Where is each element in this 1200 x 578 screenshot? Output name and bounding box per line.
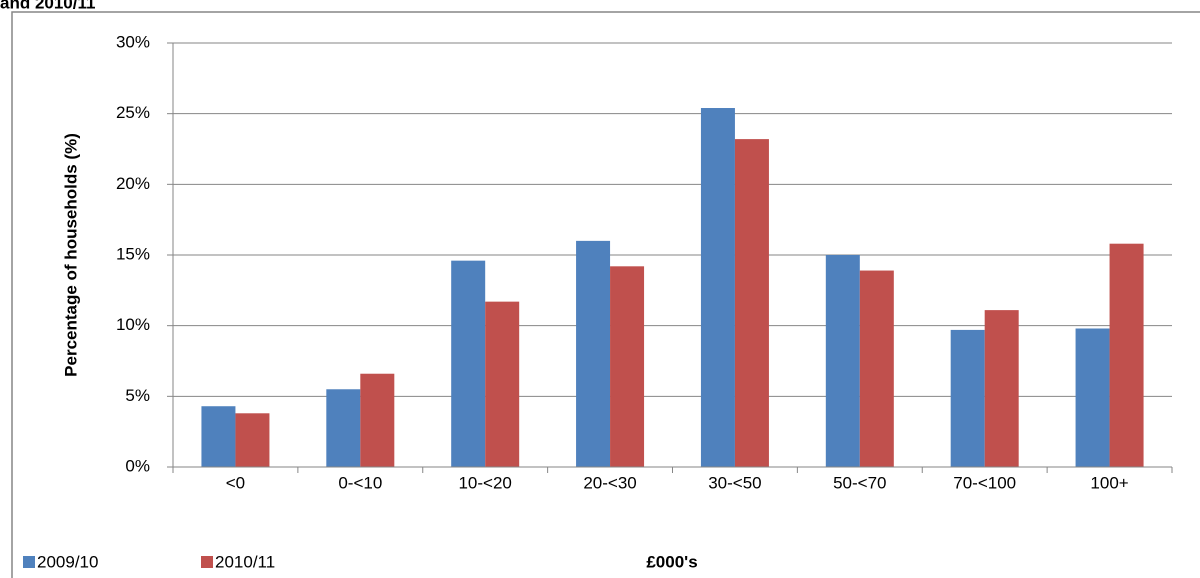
x-tick-label: 100+ xyxy=(1090,473,1128,492)
x-tick-label: 0-<10 xyxy=(338,473,382,492)
y-tick-label: 5% xyxy=(125,386,150,405)
x-axis-label: £000's xyxy=(646,552,697,571)
y-tick-label: 20% xyxy=(116,174,150,193)
x-tick-label: 10-<20 xyxy=(458,473,511,492)
bar xyxy=(360,373,395,467)
bar xyxy=(700,108,735,467)
chart-frame xyxy=(11,11,1200,578)
bar xyxy=(235,413,270,467)
legend-label: 2010/11 xyxy=(215,552,275,571)
bar xyxy=(1075,328,1110,467)
bar xyxy=(950,329,985,467)
bar xyxy=(859,270,894,467)
legend-swatch xyxy=(201,556,213,568)
legend-swatch xyxy=(23,556,35,568)
y-tick-label: 0% xyxy=(125,456,150,475)
bar xyxy=(734,139,769,467)
bar xyxy=(451,260,486,467)
bar xyxy=(984,310,1019,467)
bar xyxy=(326,389,361,467)
y-axis-label: Percentage of households (%) xyxy=(61,133,80,377)
chart-title: and 2010/11 xyxy=(0,0,95,12)
bar xyxy=(576,240,611,467)
bar xyxy=(201,406,236,467)
legend-label: 2009/10 xyxy=(37,552,98,571)
x-tick-label: 30-<50 xyxy=(708,473,761,492)
x-tick-label: 50-<70 xyxy=(833,473,886,492)
x-tick-label: 70-<100 xyxy=(953,473,1016,492)
bar xyxy=(485,301,520,467)
y-tick-label: 10% xyxy=(116,315,150,334)
x-tick-label: 20-<30 xyxy=(583,473,636,492)
bar xyxy=(825,255,860,467)
bar xyxy=(1109,243,1144,467)
y-tick-label: 15% xyxy=(116,244,150,263)
y-tick-label: 25% xyxy=(116,103,150,122)
y-tick-label: 30% xyxy=(116,32,150,51)
bar xyxy=(610,266,645,467)
x-tick-label: <0 xyxy=(226,473,245,492)
